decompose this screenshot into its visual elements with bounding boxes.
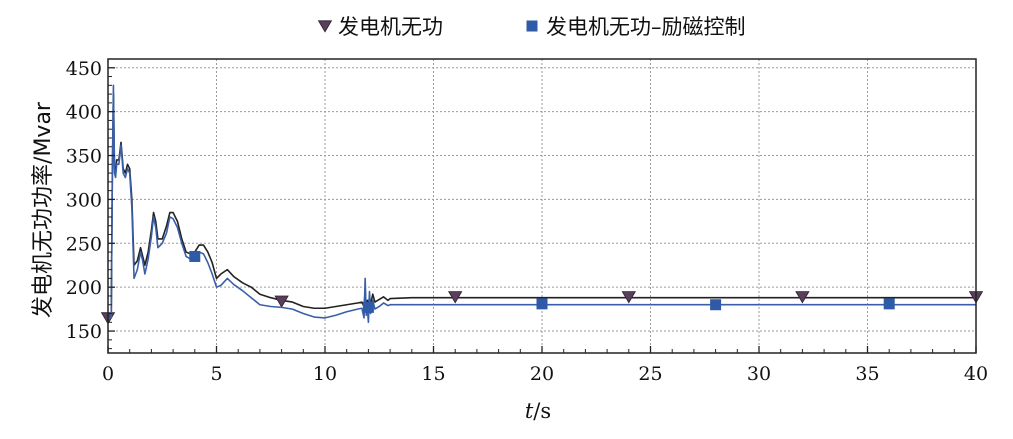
y-tick-label: 200 [66, 277, 102, 299]
x-tick-label: 30 [747, 363, 771, 385]
x-tick-label: 15 [421, 363, 445, 385]
series-layer [100, 84, 984, 325]
triangle-marker [274, 295, 289, 308]
y-axis-label: 发电机无功功率/Mvar [31, 101, 56, 318]
square-marker [710, 299, 722, 311]
x-axis-label: t/s [525, 399, 551, 423]
legend-triangle-icon [317, 20, 333, 33]
square-marker [189, 250, 201, 262]
y-tick-label: 400 [66, 102, 102, 124]
legend-square-icon [526, 20, 538, 32]
legend-label-excitation-control: 发电机无功–励磁控制 [546, 15, 746, 39]
x-tick-label: 5 [210, 363, 222, 385]
y-tick-label: 300 [66, 189, 102, 211]
x-tick-label: 10 [313, 363, 337, 385]
square-marker [362, 301, 374, 313]
y-tick-label: 250 [66, 233, 102, 255]
triangle-marker [621, 291, 636, 304]
x-tick-label: 20 [530, 363, 554, 385]
legend-label-generator-reactive: 发电机无功 [338, 15, 443, 39]
y-tick-label: 450 [66, 58, 102, 80]
series-line-excitation-control [108, 84, 976, 324]
y-tick-label: 350 [66, 146, 102, 168]
square-marker [536, 298, 548, 310]
x-tick-label: 40 [964, 363, 988, 385]
axes: 0 5 10 15 20 25 30 35 40 150 200 250 300 350 400 450 [66, 58, 988, 385]
x-tick-label: 0 [102, 363, 114, 385]
x-tick-label: 35 [855, 363, 879, 385]
y-tick-label: 150 [66, 321, 102, 343]
triangle-marker [448, 291, 463, 304]
x-tick-label: 25 [638, 363, 662, 385]
square-marker [883, 298, 895, 310]
triangle-marker [795, 291, 810, 304]
legend: 发电机无功 发电机无功–励磁控制 [317, 15, 746, 39]
